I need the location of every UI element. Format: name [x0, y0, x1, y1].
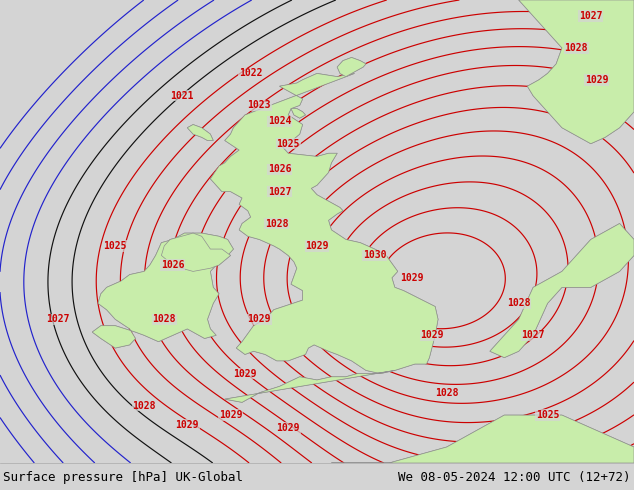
Text: 1027: 1027 — [46, 314, 69, 324]
Text: 1025: 1025 — [536, 410, 559, 420]
Text: 1026: 1026 — [161, 260, 184, 270]
Text: 1029: 1029 — [400, 273, 424, 283]
Text: 1029: 1029 — [219, 410, 242, 420]
Polygon shape — [490, 223, 634, 358]
Polygon shape — [337, 57, 366, 76]
Text: 1029: 1029 — [276, 423, 300, 433]
Text: 1029: 1029 — [248, 314, 271, 324]
Text: 1025: 1025 — [276, 139, 300, 148]
Polygon shape — [337, 57, 366, 76]
Text: 1023: 1023 — [248, 100, 271, 110]
Text: 1028: 1028 — [435, 388, 458, 398]
Text: 1029: 1029 — [233, 368, 257, 379]
Text: 1028: 1028 — [133, 400, 156, 411]
Polygon shape — [210, 74, 438, 402]
Text: 1027: 1027 — [579, 11, 602, 21]
Text: Surface pressure [hPa] UK-Global: Surface pressure [hPa] UK-Global — [3, 471, 243, 484]
Polygon shape — [490, 223, 634, 358]
Polygon shape — [332, 415, 634, 463]
Polygon shape — [162, 233, 231, 271]
Text: 1024: 1024 — [268, 116, 291, 126]
Text: 1028: 1028 — [507, 298, 531, 308]
Text: 1027: 1027 — [268, 187, 291, 196]
Text: 1029: 1029 — [420, 330, 444, 340]
Text: 1028: 1028 — [565, 43, 588, 53]
Text: 1028: 1028 — [153, 314, 176, 324]
Polygon shape — [187, 124, 213, 141]
Polygon shape — [92, 233, 233, 348]
Text: 1021: 1021 — [170, 91, 193, 101]
Polygon shape — [291, 109, 306, 118]
Polygon shape — [162, 233, 231, 271]
Polygon shape — [519, 0, 634, 144]
Text: 1028: 1028 — [265, 219, 288, 228]
Text: 1027: 1027 — [521, 330, 545, 340]
Text: 1029: 1029 — [176, 419, 199, 430]
Text: 1030: 1030 — [363, 250, 386, 261]
Polygon shape — [92, 233, 233, 348]
Text: 1029: 1029 — [305, 241, 329, 251]
Polygon shape — [332, 415, 634, 463]
Polygon shape — [291, 109, 306, 118]
Text: 1022: 1022 — [239, 69, 262, 78]
Text: 1026: 1026 — [268, 164, 291, 174]
Polygon shape — [210, 74, 438, 402]
Text: 1025: 1025 — [103, 241, 127, 251]
Polygon shape — [187, 124, 213, 141]
Text: 1029: 1029 — [585, 75, 608, 85]
Polygon shape — [519, 0, 634, 144]
Text: We 08-05-2024 12:00 UTC (12+72): We 08-05-2024 12:00 UTC (12+72) — [398, 471, 631, 484]
